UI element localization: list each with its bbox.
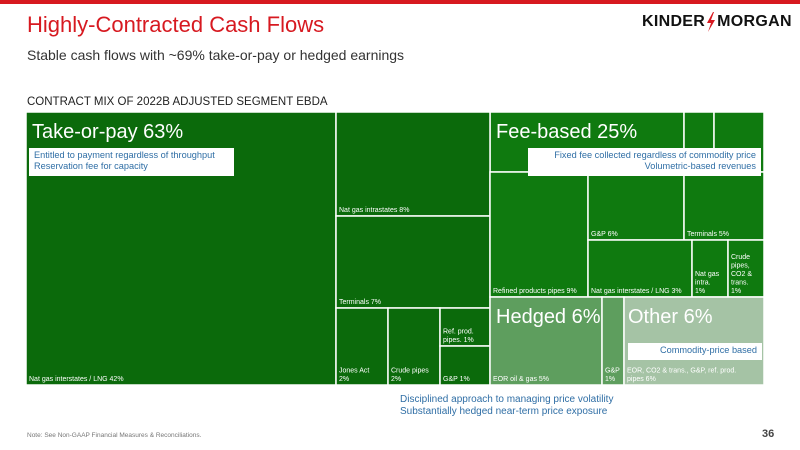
group-heading: Take-or-pay 63% xyxy=(32,121,183,143)
page-number: 36 xyxy=(762,428,775,440)
take-or-pay-callout: Entitled to payment regardless of throug… xyxy=(29,148,234,176)
tile-label: Nat gas intrastates 8% xyxy=(339,207,409,214)
treemap-tile xyxy=(439,345,491,386)
treemap-tile xyxy=(623,296,765,386)
tile-label: Crude xyxy=(731,254,750,261)
tile-label: EOR, CO2 & trans., G&P, ref. prod. xyxy=(627,368,736,375)
treemap-tile xyxy=(439,307,491,347)
tile-label: pipes, xyxy=(731,263,750,270)
treemap-tile xyxy=(335,215,491,309)
tile-label: G&P 1% xyxy=(443,376,470,383)
tile-label: trans. xyxy=(731,280,749,287)
tile-label: 1% xyxy=(695,288,705,295)
page-title: Highly-Contracted Cash Flows xyxy=(27,12,325,37)
treemap-tile xyxy=(587,239,693,298)
hedged-notes: Disciplined approach to managing price v… xyxy=(400,394,613,418)
fee-based-note-1: Fixed fee collected regardless of commod… xyxy=(554,150,756,160)
other-note-1: Commodity-price based xyxy=(659,345,757,355)
tile-label: 2% xyxy=(339,376,349,383)
footnote: Note: See Non-GAAP Financial Measures & … xyxy=(27,432,202,439)
treemap-tile xyxy=(587,171,685,241)
logo-text-right: MORGAN xyxy=(717,13,792,30)
treemap-tile xyxy=(335,307,389,386)
tile-label: Nat gas xyxy=(695,271,720,278)
treemap-tile xyxy=(489,171,589,298)
tile-label: Terminals 5% xyxy=(687,231,729,238)
logo-text-left: KINDER xyxy=(642,13,706,30)
tile-label: G&P xyxy=(605,368,620,375)
page-subtitle: Stable cash flows with ~69% take-or-pay … xyxy=(27,47,405,63)
tile-label: pipes 6% xyxy=(627,376,656,383)
tile-label: 2% xyxy=(391,376,401,383)
lightning-bolt-icon xyxy=(707,12,716,32)
group-heading: Hedged 6% xyxy=(496,306,601,328)
fee-based-note-2: Volumetric-based revenues xyxy=(644,161,756,171)
tile-label: G&P 6% xyxy=(591,231,618,238)
tile-label: Jones Act xyxy=(339,368,369,375)
tile-label: Nat gas interstates / LNG 42% xyxy=(29,376,124,383)
fee-based-callout: Fixed fee collected regardless of commod… xyxy=(528,148,761,176)
tile-label: EOR oil & gas 5% xyxy=(493,376,549,383)
treemap-tile xyxy=(683,171,765,241)
treemap-tile xyxy=(727,239,765,298)
kinder-morgan-logo: KINDER MORGAN xyxy=(642,12,792,32)
contract-mix-treemap: Nat gas interstates / LNG 42% Nat gas int… xyxy=(26,112,765,386)
take-or-pay-note-1: Entitled to payment regardless of throug… xyxy=(34,150,215,160)
tile-label: pipes. 1% xyxy=(443,337,474,344)
tile-label: intra. xyxy=(695,280,711,287)
tile-label: Crude pipes xyxy=(391,368,429,375)
treemap-tile xyxy=(335,112,491,217)
hedged-note-2: Substantially hedged near-term price exp… xyxy=(400,406,608,417)
group-heading: Fee-based 25% xyxy=(496,121,637,143)
tile-label: Refined products pipes 9% xyxy=(493,288,577,295)
chart-title: CONTRACT MIX OF 2022B ADJUSTED SEGMENT E… xyxy=(27,96,328,108)
tile-label: Nat gas interstates / LNG 3% xyxy=(591,288,682,295)
tile-label: 1% xyxy=(605,376,615,383)
group-heading: Other 6% xyxy=(628,306,713,328)
tile-label: CO2 & xyxy=(731,271,752,278)
treemap-tile xyxy=(489,296,603,386)
tile-label: Terminals 7% xyxy=(339,299,381,306)
tile-label: 1% xyxy=(731,288,741,295)
top-accent-bar xyxy=(0,0,800,4)
treemap-tile xyxy=(691,239,729,298)
tile-label: Ref. prod. xyxy=(443,329,474,336)
other-callout: Commodity-price based xyxy=(628,343,762,360)
take-or-pay-note-2: Reservation fee for capacity xyxy=(34,161,148,171)
hedged-note-1: Disciplined approach to managing price v… xyxy=(400,394,614,405)
